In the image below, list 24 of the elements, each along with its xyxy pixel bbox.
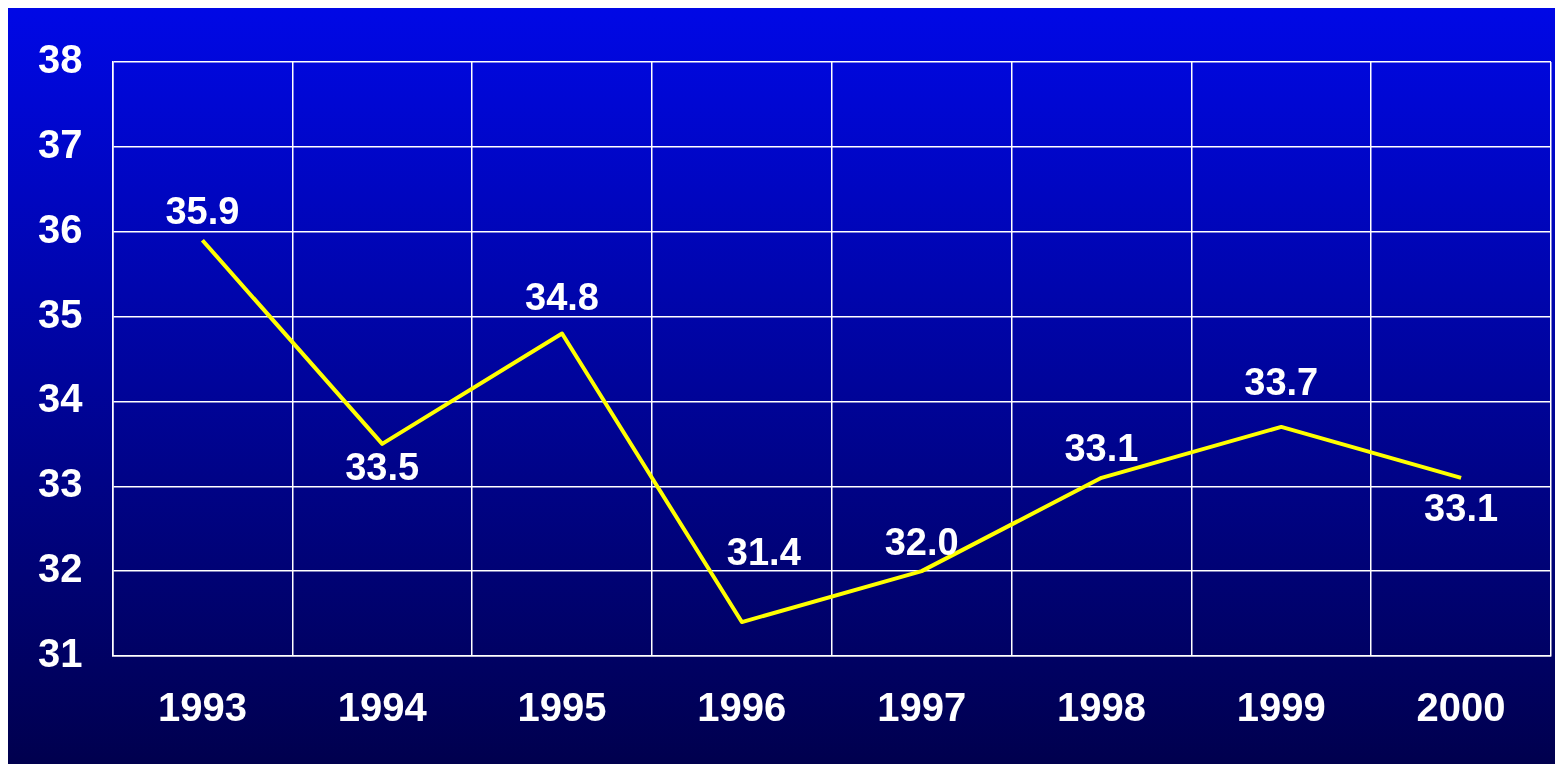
data-label: 31.4 (726, 530, 801, 573)
data-label: 35.9 (165, 189, 240, 232)
data-label: 34.8 (525, 276, 600, 319)
data-label: 33.1 (1064, 427, 1139, 470)
y-tick-label: 36 (37, 206, 83, 251)
data-label: 32.0 (884, 520, 959, 563)
data-label: 33.1 (1424, 487, 1499, 530)
y-tick-label: 32 (37, 546, 83, 591)
y-tick-label: 33 (37, 461, 83, 506)
y-tick-label: 34 (37, 376, 84, 421)
x-tick-label: 2000 (1416, 685, 1506, 730)
data-label: 33.5 (345, 445, 420, 488)
x-tick-label: 1997 (877, 685, 967, 730)
x-tick-label: 1994 (337, 685, 428, 730)
x-tick-label: 1993 (157, 685, 247, 730)
data-label: 33.7 (1244, 360, 1319, 403)
y-tick-label: 37 (37, 121, 83, 166)
x-tick-label: 1995 (517, 685, 607, 730)
y-tick-label: 35 (37, 291, 83, 336)
x-tick-label: 1998 (1056, 685, 1146, 730)
y-tick-label: 38 (37, 37, 83, 82)
x-tick-label: 1996 (697, 685, 787, 730)
x-tick-label: 1999 (1236, 685, 1326, 730)
y-tick-label: 31 (37, 631, 83, 676)
